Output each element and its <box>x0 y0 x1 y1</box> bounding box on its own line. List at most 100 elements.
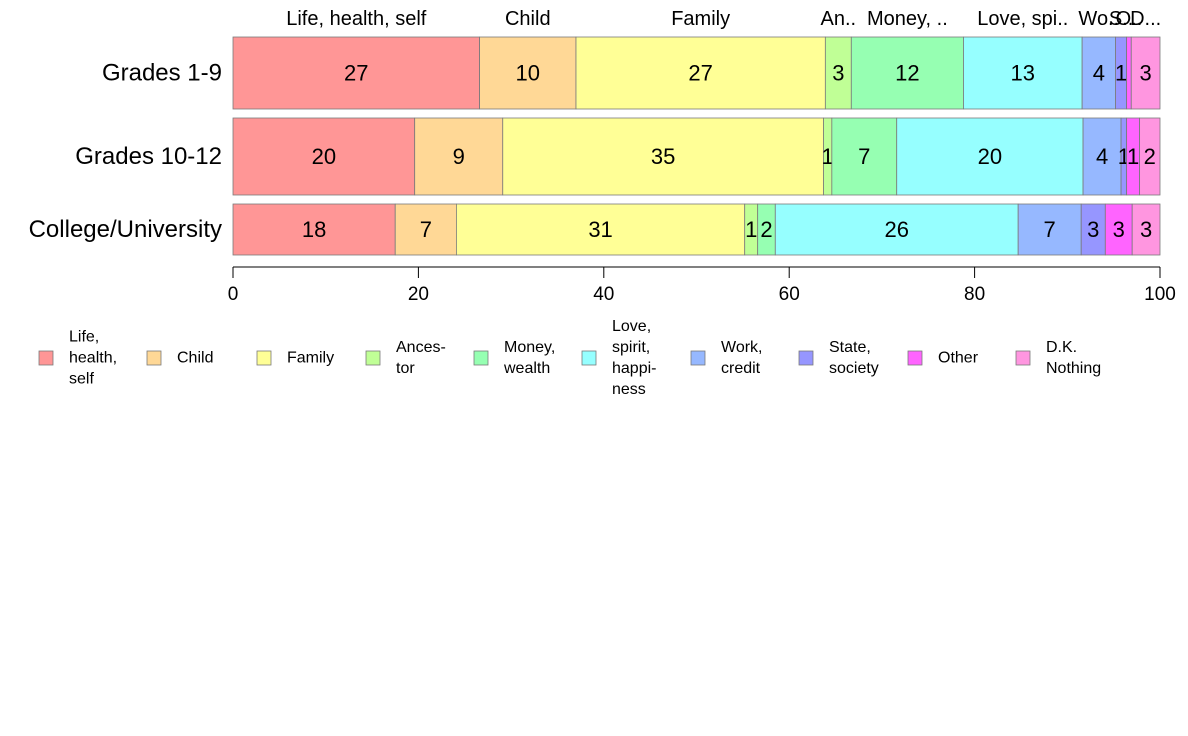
legend-label: Work, <box>721 339 762 356</box>
column-header: Love, spi.. <box>977 8 1068 30</box>
column-headers: Life, health, self Child Family An.. Money, … <box>286 8 1161 30</box>
bar-segment <box>1017 203 1082 256</box>
legend-swatch <box>907 350 923 366</box>
data-label: 7 <box>1044 217 1056 242</box>
legend-label: Love, <box>612 318 651 335</box>
legend-label: Family <box>287 350 334 367</box>
bar-segment <box>1126 36 1132 110</box>
legend-swatch <box>690 350 706 366</box>
data-label: 1 <box>1127 144 1139 169</box>
data-label: 4 <box>1093 61 1105 86</box>
legend-label: State, <box>829 339 871 356</box>
x-tick-label: 0 <box>228 284 239 305</box>
legend-swatch <box>473 350 489 366</box>
legend-label: tor <box>396 360 415 377</box>
data-label: 3 <box>1087 217 1099 242</box>
bar-segment <box>232 203 396 256</box>
row-label: Grades 10-12 <box>75 143 222 170</box>
legend-item: D.K. Nothing <box>1015 339 1101 377</box>
bar-segment <box>394 203 457 256</box>
bar-segment <box>1104 203 1133 256</box>
data-label: 20 <box>312 144 336 169</box>
legend-swatch <box>365 350 381 366</box>
bar-segment <box>456 203 746 256</box>
column-header: O.. <box>1116 8 1143 30</box>
data-label: 13 <box>1011 61 1035 86</box>
data-label: 35 <box>651 144 675 169</box>
legend-label: Money, <box>504 339 555 356</box>
legend-label: Life, <box>69 329 99 346</box>
bar-segment <box>414 117 504 196</box>
legend-label: ness <box>612 381 646 398</box>
column-header: Child <box>505 8 551 30</box>
data-label: 2 <box>1144 144 1156 169</box>
bar-segment <box>1139 117 1161 196</box>
legend-label: D.K. <box>1046 339 1077 356</box>
legend-swatch <box>581 350 597 366</box>
legend-label: self <box>69 371 94 388</box>
bar-segment <box>963 36 1083 110</box>
data-label: 2 <box>760 217 772 242</box>
x-axis: 0 20 40 60 80 100 <box>228 266 1176 305</box>
data-label: 26 <box>884 217 908 242</box>
data-label: 18 <box>302 217 326 242</box>
bar-segment <box>1081 36 1116 110</box>
legend-label: health, <box>69 350 117 367</box>
legend-label: credit <box>721 360 761 377</box>
column-header: Life, health, self <box>286 8 427 30</box>
bar-segment <box>232 117 416 196</box>
bar-segment <box>850 36 964 110</box>
bar-segment <box>1130 36 1161 110</box>
data-label: 12 <box>895 61 919 86</box>
data-label: 1 <box>745 217 757 242</box>
legend-item: Child <box>146 350 213 367</box>
legend-item: Life, health, self <box>38 329 117 388</box>
row-labels: Grades 1-9 Grades 10-12 College/University <box>29 60 222 244</box>
bar-segment <box>479 36 577 110</box>
legend-item: Other <box>907 350 979 367</box>
row-label: College/University <box>29 216 222 243</box>
column-header: Money, .. <box>867 8 948 30</box>
column-header: Wo.. <box>1078 8 1119 30</box>
data-label: 10 <box>516 61 540 86</box>
data-label: 20 <box>978 144 1002 169</box>
legend-label: Child <box>177 350 213 367</box>
data-label: 3 <box>832 61 844 86</box>
x-tick-label: 100 <box>1144 284 1176 305</box>
legend-swatch <box>1015 350 1031 366</box>
legend-label: Other <box>938 350 979 367</box>
column-header: An.. <box>821 8 857 30</box>
legend-label: Nothing <box>1046 360 1101 377</box>
data-label: 27 <box>688 61 712 86</box>
bar-segment <box>774 203 1019 256</box>
data-label: 9 <box>453 144 465 169</box>
x-tick-label: 20 <box>408 284 429 305</box>
legend-label: society <box>829 360 879 377</box>
bar-segment <box>575 36 826 110</box>
data-label: 7 <box>420 217 432 242</box>
legend-swatch <box>798 350 814 366</box>
bar-segment <box>1080 203 1106 256</box>
bar-segment <box>232 36 480 110</box>
legend-label: happi- <box>612 360 656 377</box>
bar-segment <box>1131 203 1161 256</box>
data-label: 4 <box>1096 144 1108 169</box>
data-label: 1 <box>1115 61 1127 86</box>
legend-item: Family <box>256 350 334 367</box>
legend-item: Love, spirit, happi-ness <box>581 318 656 398</box>
data-label: 27 <box>344 61 368 86</box>
row-label: Grades 1-9 <box>102 60 222 87</box>
legend-item: Work, credit <box>690 339 762 377</box>
x-tick-label: 80 <box>964 284 985 305</box>
bar-segment <box>502 117 824 196</box>
x-tick-label: 60 <box>779 284 800 305</box>
legend-label: Ances- <box>396 339 446 356</box>
column-header: S.. <box>1109 8 1133 30</box>
legend-swatch <box>256 350 272 366</box>
column-header: D... <box>1130 8 1161 30</box>
bar-segment <box>896 117 1084 196</box>
column-header: Family <box>671 8 730 30</box>
data-label: 1 <box>822 144 834 169</box>
data-label: 7 <box>858 144 870 169</box>
